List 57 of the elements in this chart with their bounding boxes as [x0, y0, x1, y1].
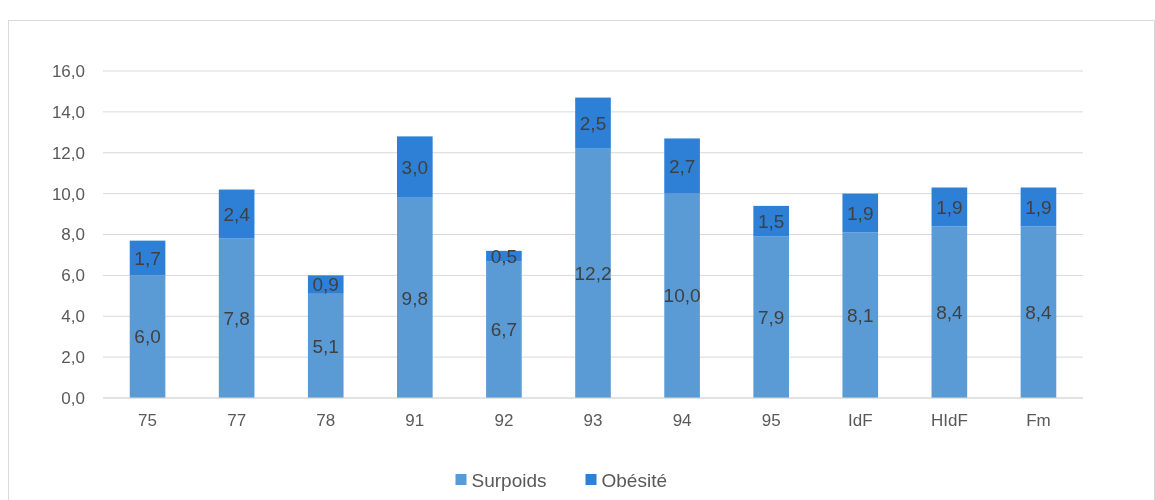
- bar: [575, 148, 611, 398]
- data-label: 6,7: [490, 319, 518, 341]
- y-tick-label: 16,0: [51, 61, 85, 81]
- y-tick-label: 12,0: [51, 143, 85, 163]
- data-label: 1,9: [1025, 196, 1052, 218]
- data-label: 1,5: [757, 210, 785, 232]
- data-label: 7,9: [757, 306, 785, 328]
- y-tick-label: 2,0: [61, 348, 85, 368]
- data-label: 1,7: [134, 247, 161, 269]
- data-label: 2,7: [668, 155, 696, 177]
- bar: [931, 226, 968, 398]
- y-tick-label: 0,0: [61, 388, 85, 408]
- bar: [397, 136, 433, 198]
- data-label: 7,8: [223, 307, 250, 329]
- y-tick-label: 14,0: [51, 102, 85, 122]
- data-label: 12,2: [574, 262, 612, 284]
- x-tick-label: 78: [316, 411, 336, 430]
- x-tick-label: Fm: [1026, 411, 1051, 430]
- data-label: 8,4: [1025, 301, 1053, 323]
- data-label: 0,5: [490, 245, 518, 267]
- y-tick-label: 10,0: [51, 184, 85, 204]
- bar: [664, 138, 700, 194]
- legend-label: Obésité: [601, 469, 667, 491]
- data-label: 1,9: [936, 196, 963, 218]
- y-tick-label: 4,0: [61, 307, 85, 327]
- data-label: 1,9: [847, 202, 874, 224]
- x-tick-label: 95: [761, 411, 781, 430]
- x-tick-label: 92: [494, 411, 514, 430]
- data-label: 3,0: [401, 156, 429, 178]
- bar: [129, 275, 166, 398]
- x-tick-label: 77: [227, 411, 247, 430]
- x-tick-label: 75: [138, 411, 158, 430]
- x-tick-label: 91: [405, 411, 425, 430]
- data-label: 0,9: [312, 274, 339, 296]
- legend-label: Surpoids: [471, 469, 547, 491]
- data-label: 2,4: [223, 203, 251, 225]
- bar: [218, 238, 255, 398]
- data-label: 2,5: [579, 112, 607, 134]
- bar: [397, 197, 433, 398]
- data-label: 5,1: [312, 335, 339, 357]
- x-tick-label: 93: [583, 411, 603, 430]
- bar: [753, 236, 789, 398]
- data-label: 8,1: [847, 304, 874, 326]
- x-tick-label: HIdF: [930, 411, 968, 430]
- data-label: 10,0: [663, 285, 701, 307]
- data-label: 8,4: [936, 301, 963, 323]
- y-tick-label: 6,0: [61, 266, 85, 286]
- x-tick-label: 94: [672, 411, 692, 430]
- data-label: 6,0: [134, 326, 161, 348]
- x-tick-label: IdF: [847, 411, 873, 430]
- bar: [575, 97, 611, 149]
- data-label: 9,8: [401, 287, 429, 309]
- bar: [842, 232, 879, 398]
- bar: [307, 293, 344, 398]
- bar: [1020, 226, 1057, 398]
- bar: [664, 193, 700, 398]
- y-tick-label: 8,0: [61, 225, 85, 245]
